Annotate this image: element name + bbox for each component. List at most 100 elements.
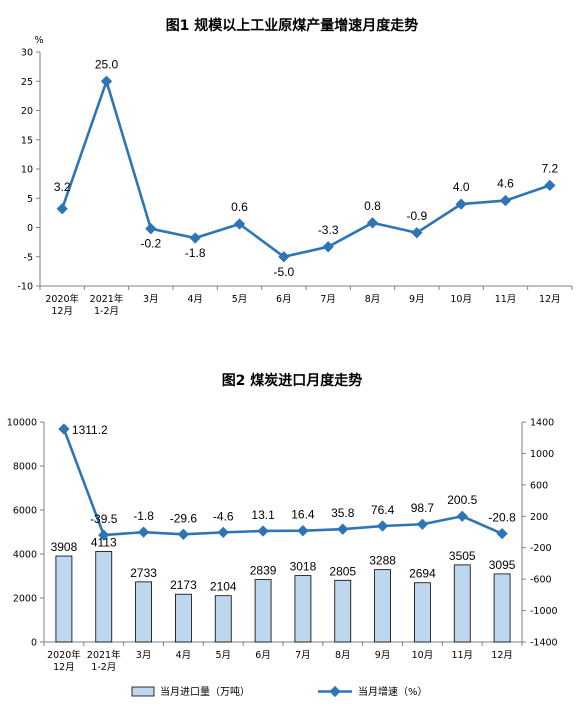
chart-2-x-tick-label: 9月 [375, 650, 391, 661]
chart-1-data-label: 7.2 [541, 161, 558, 175]
chart-2-bar [414, 582, 431, 643]
chart-2-right-tick-label: 1000 [530, 449, 554, 460]
chart-2-bar [214, 595, 232, 643]
chart-1-data-label: -5.0 [273, 265, 294, 279]
chart-1-x-tick-label: 6月 [276, 294, 292, 305]
chart-2-growth-point [137, 526, 150, 538]
chart-1-point [56, 203, 68, 215]
chart-2-left-tick-label: 0 [31, 638, 37, 649]
chart-2-growth-point [297, 525, 309, 537]
chart-2-growth-point [376, 520, 389, 532]
chart-1-y-tick-label: 5 [27, 194, 33, 205]
chart-2-growth-point [496, 527, 508, 540]
chart-2-right-tick-label: -1400 [530, 638, 558, 649]
chart-2-bar [175, 593, 192, 643]
chart-2-bar-label: 2104 [210, 580, 237, 594]
chart-2-growth-point [177, 528, 190, 540]
chart-2-title: 图2 煤炭进口月度走势 [222, 372, 363, 389]
chart-2-growth-label: -39.5 [90, 512, 118, 526]
chart-2-x-tick-label: 2020年 12月 [47, 649, 81, 673]
chart-2-right-tick-label: 600 [530, 480, 548, 491]
chart-1-data-label: 0.8 [364, 199, 381, 213]
legend-line-label: 当月增速（%） [358, 685, 428, 698]
chart-2-growth-label: 98.7 [411, 501, 435, 515]
chart-2-left-tick-label: 2000 [13, 594, 37, 605]
chart-1-point [233, 218, 246, 230]
chart-1-y-unit: % [34, 35, 43, 46]
chart-2-bar-label: 2839 [250, 564, 277, 578]
legend-line-marker [329, 685, 341, 698]
chart-1-x-tick-label: 3月 [143, 294, 159, 305]
legend-bar-label: 当月进口量（万吨） [160, 685, 250, 698]
chart-2-bar-label: 3505 [449, 549, 476, 563]
chart-1-x-tick-label: 2020年 12月 [45, 293, 79, 317]
chart-1-point [411, 227, 423, 239]
chart-2-right-tick-label: 1400 [530, 418, 554, 429]
chart-1-x-tick-label: 10月 [450, 294, 472, 305]
chart-2-x-tick-label: 7月 [295, 650, 311, 661]
chart-2-x-tick-label: 12月 [491, 650, 513, 661]
chart-1-y-tick-label: 25 [21, 77, 33, 88]
chart-2-legend: 当月进口量（万吨） 当月增速（%） [131, 685, 428, 698]
chart-2-x-tick-label: 3月 [136, 650, 152, 661]
chart-1-data-label: -0.2 [140, 237, 161, 251]
chart-2-growth-label: -20.8 [488, 511, 516, 525]
chart-1-data-label: 0.6 [231, 200, 248, 214]
chart-1-y-tick-label: 30 [21, 48, 33, 59]
chart-2-left-tick-label: 8000 [13, 462, 37, 473]
chart-2-growth-point [416, 518, 429, 530]
chart-2-bar-label: 4113 [91, 536, 117, 550]
chart-2-bar [453, 564, 471, 643]
chart-1: 图1 规模以上工业原煤产量增速月度走势 % 30 25 20 15 10 5 0 -5 -10 2… [17, 17, 573, 317]
chart-2-marks: 3908 4113 2733 2173 2104 2839 3018 2805 3288 2694… [51, 423, 516, 643]
chart-2-growth-label: 76.4 [371, 503, 395, 517]
chart-2-bar [374, 569, 391, 643]
chart-2-bar-label: 2173 [170, 578, 197, 592]
chart-1-x-tick-label: 8月 [365, 294, 381, 305]
chart-2-growth-label: 200.5 [447, 493, 477, 507]
chart-1-data-label: -3.3 [318, 223, 339, 237]
chart-1-y-tick-label: -10 [17, 282, 33, 293]
chart-1-y-tick-label: 0 [27, 223, 33, 234]
chart-2-x-tick-label: 10月 [412, 650, 434, 661]
chart-2-bar-label: 3908 [51, 540, 78, 554]
chart-2-bar [294, 575, 312, 643]
chart-2-growth-label: -1.8 [133, 509, 154, 523]
chart-2-x-tick-label: 8月 [335, 650, 351, 661]
chart-2-x-tick-label: 2021年 1-2月 [87, 649, 121, 673]
chart-1-x-tick-label: 4月 [187, 294, 203, 305]
chart-2-growth-label: 1311.2 [72, 423, 108, 437]
chart-1-x-tick-label: 2021年 1-2月 [90, 293, 124, 317]
chart-1-x-tick-label: 11月 [495, 294, 517, 305]
chart-1-point [499, 194, 512, 207]
chart-2-growth-label: 35.8 [331, 506, 355, 520]
chart-1-data-label: 4.6 [497, 177, 514, 191]
chart-2-bar-label: 2694 [409, 567, 436, 581]
chart-1-series-line [60, 79, 551, 259]
chart-2-x-tick-label: 11月 [451, 650, 473, 661]
chart-1-point [100, 75, 113, 87]
legend-bar-swatch [131, 686, 155, 697]
chart-2-growth-label: -4.6 [213, 509, 234, 523]
chart-2-bar [55, 555, 73, 643]
chart-1-axes: 30 25 20 15 10 5 0 -5 -10 2020年 12月 2021年 1-2月 3月 4月 5月… [17, 48, 573, 317]
chart-2-x-tick-label: 5月 [215, 650, 231, 661]
chart-1-point [278, 251, 290, 263]
chart-1-y-tick-label: 10 [21, 165, 33, 176]
chart-2-growth-point [58, 423, 70, 435]
chart-2-x-tick-label: 6月 [255, 650, 271, 661]
chart-1-x-tick-label: 9月 [409, 294, 425, 305]
chart-2-right-tick-label: -1000 [530, 606, 558, 617]
chart-1-title: 图1 规模以上工业原煤产量增速月度走势 [166, 17, 419, 34]
chart-2-bar [254, 579, 272, 643]
chart-2-bar-label: 3288 [369, 554, 396, 568]
chart-2-growth-label: 13.1 [251, 508, 275, 522]
chart-2-left-tick-label: 4000 [13, 550, 37, 561]
chart-1-x-tick-label: 12月 [539, 294, 561, 305]
chart-1-y-tick-label: -5 [24, 252, 33, 263]
chart-2-bar-label: 2805 [329, 564, 356, 578]
chart-1-data-label: 3.2 [54, 180, 71, 194]
chart-1-x-tick-label: 7月 [320, 294, 336, 305]
